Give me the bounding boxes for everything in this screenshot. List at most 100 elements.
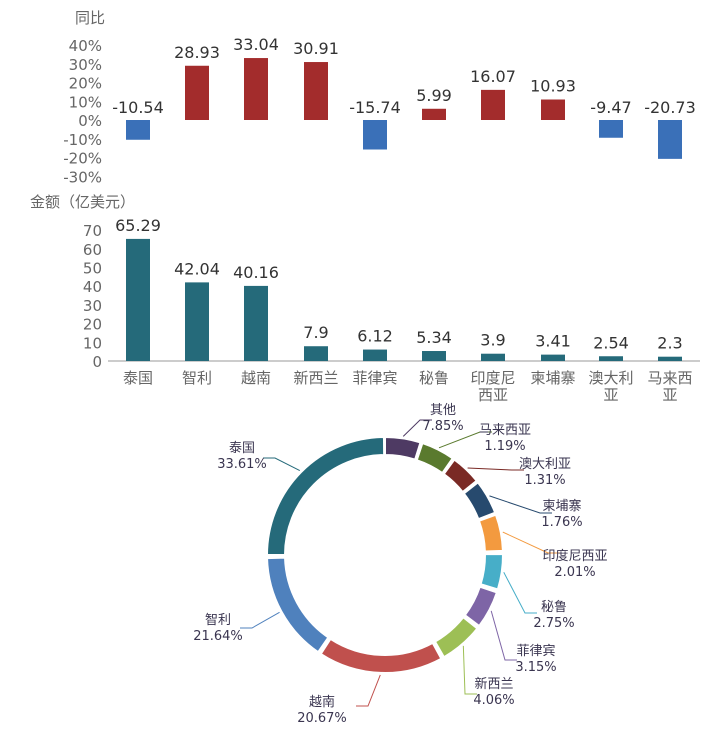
yoy-bar-泰国 xyxy=(126,120,150,140)
y-tick-label: 50 xyxy=(83,260,102,278)
data-label: -15.74 xyxy=(349,98,401,117)
donut-slice-菲律宾 xyxy=(463,585,499,628)
data-label: -9.47 xyxy=(590,98,631,117)
y-tick-label: 70 xyxy=(83,222,102,240)
slice-percent-label: 7.85% xyxy=(422,419,463,434)
slice-name-label: 新西兰 xyxy=(474,676,513,692)
amount-bar-智利 xyxy=(185,282,209,361)
yoy-bar-菲律宾 xyxy=(363,120,387,150)
share-donut-chart: 其他7.85% 马来西亚1.19%澳大利亚1.31%柬埔寨1.76%印度尼西亚2.… xyxy=(193,403,607,726)
x-tick-label: 亚 xyxy=(603,386,618,404)
leader-line xyxy=(502,531,560,554)
data-label: 30.91 xyxy=(293,39,339,58)
x-tick-label: 菲律宾 xyxy=(352,369,397,387)
y-tick-label: 40% xyxy=(69,37,102,55)
donut-slice-秘鲁 xyxy=(479,552,504,591)
leader-line xyxy=(467,467,524,471)
x-tick-label: 泰国 xyxy=(123,369,153,387)
slice-name-label: 菲律宾 xyxy=(516,643,555,659)
amount-bar-印度尼西亚 xyxy=(481,353,505,361)
x-tick-label: 新西兰 xyxy=(293,369,338,387)
slice-name-label: 越南 xyxy=(309,694,335,710)
amount-bar-澳大利亚 xyxy=(599,356,623,361)
x-tick-label: 智利 xyxy=(182,369,212,387)
data-label: 3.9 xyxy=(480,331,505,350)
data-label: -20.73 xyxy=(644,98,696,117)
data-label: 2.3 xyxy=(657,334,682,353)
leader-line xyxy=(356,674,381,707)
y-tick-label: 10% xyxy=(69,93,102,111)
y-tick-label: -20% xyxy=(63,150,102,168)
slice-name-label: 柬埔寨 xyxy=(542,498,581,514)
slice-name-label: 马来西亚 xyxy=(479,423,531,438)
x-tick-label: 越南 xyxy=(241,369,271,387)
donut-slice-越南 xyxy=(319,637,443,674)
slice-percent-label: 1.76% xyxy=(541,515,582,530)
slice-name-label: 智利 xyxy=(205,613,231,628)
y-tick-label: 20 xyxy=(83,316,102,334)
x-tick-label: 马来西 xyxy=(647,369,692,387)
data-label: 5.34 xyxy=(416,328,452,347)
data-label: -10.54 xyxy=(112,98,164,117)
amount-bar-菲律宾 xyxy=(363,349,387,361)
leader-line xyxy=(438,431,492,449)
y-tick-label: -30% xyxy=(63,168,102,186)
donut-slice-泰国 xyxy=(265,435,386,556)
yoy-bar-新西兰 xyxy=(304,62,328,120)
leader-line xyxy=(503,571,537,614)
slice-name-label: 澳大利亚 xyxy=(519,456,571,472)
data-label: 7.9 xyxy=(303,323,328,342)
leader-line xyxy=(490,610,517,661)
x-tick-label: 柬埔寨 xyxy=(530,369,575,387)
donut-slice-澳大利亚 xyxy=(442,458,479,494)
y-tick-label: 20% xyxy=(69,75,102,93)
amount-axis-title: 金额（亿美元） xyxy=(30,193,135,211)
amount-bar-马来西亚 xyxy=(658,356,682,361)
amount-bar-泰国 xyxy=(126,238,150,361)
donut-slice-印度尼西亚 xyxy=(477,513,504,553)
slice-percent-label: 1.19% xyxy=(484,439,525,454)
data-label: 10.93 xyxy=(530,77,576,96)
slice-name-label: 泰国 xyxy=(229,441,255,456)
x-tick-label: 秘鲁 xyxy=(419,369,449,387)
leader-line xyxy=(489,495,552,514)
data-label: 5.99 xyxy=(416,86,452,105)
data-label: 3.41 xyxy=(535,332,571,351)
donut-slice-新西兰 xyxy=(433,615,479,659)
y-tick-label: 60 xyxy=(83,241,102,259)
slice-percent-label: 4.06% xyxy=(473,693,514,708)
yoy-bar-chart: 40%30%20%10%0%-10%-20%-30% -10.54 28.93 33.… xyxy=(63,35,696,186)
yoy-bar-越南 xyxy=(244,58,268,120)
slice-percent-label: 3.15% xyxy=(515,660,556,675)
data-label: 65.29 xyxy=(115,216,161,235)
slice-percent-label: 33.61% xyxy=(217,457,267,472)
y-tick-label: 30% xyxy=(69,56,102,74)
slice-percent-label: 2.01% xyxy=(554,565,595,580)
y-tick-label: 30 xyxy=(83,297,102,315)
donut-slice-马来西亚 xyxy=(415,441,455,475)
leader-line xyxy=(402,419,432,437)
yoy-bar-澳大利亚 xyxy=(599,120,623,138)
amount-bar-新西兰 xyxy=(304,346,328,361)
y-tick-label: -10% xyxy=(63,131,102,149)
yoy-bar-秘鲁 xyxy=(422,108,446,120)
leader-line xyxy=(462,645,477,695)
y-tick-label: 0 xyxy=(92,353,102,371)
x-tick-label: 亚 xyxy=(662,386,677,404)
data-label: 40.16 xyxy=(233,263,279,282)
amount-bar-越南 xyxy=(244,285,268,361)
slice-name-label: 其他 xyxy=(430,403,456,418)
donut-slice-柬埔寨 xyxy=(462,480,497,521)
slice-percent-label: 2.75% xyxy=(533,616,574,631)
donut-slice-其他 xyxy=(384,435,422,461)
leader-line xyxy=(240,611,280,629)
y-tick-label: 40 xyxy=(83,278,102,296)
yoy-axis-title: 同比 xyxy=(75,9,105,27)
leader-line xyxy=(263,457,301,471)
x-tick-label: 澳大利 xyxy=(588,369,633,387)
amount-bar-秘鲁 xyxy=(422,351,446,361)
data-label: 6.12 xyxy=(357,327,393,346)
